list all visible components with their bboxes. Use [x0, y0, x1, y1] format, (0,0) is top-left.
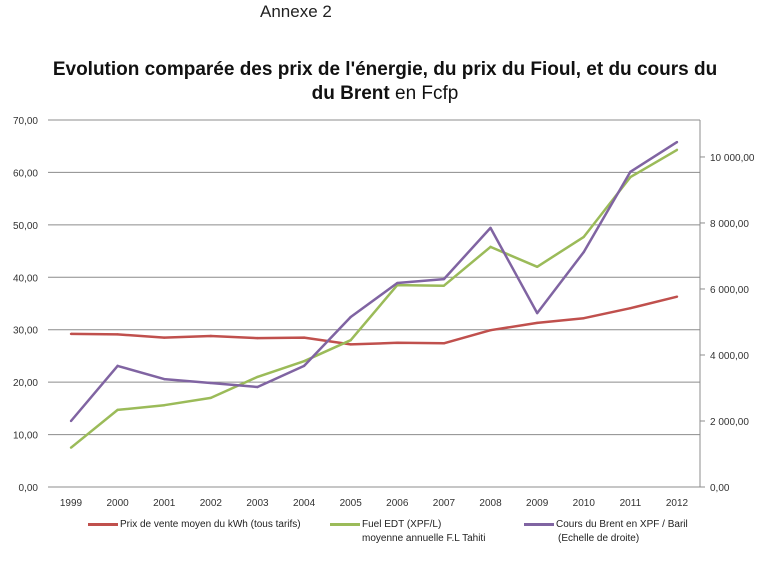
- data-point: [116, 408, 119, 412]
- x-tick-label: 2002: [200, 498, 223, 509]
- data-point: [116, 364, 119, 368]
- data-point: [302, 359, 306, 363]
- data-point: [675, 295, 679, 298]
- x-tick-label: 2001: [153, 498, 176, 509]
- y-right-tick-label: 4 000,00: [710, 351, 749, 362]
- y-left-tick-label: 70,00: [13, 116, 38, 127]
- legend-swatch: [88, 522, 118, 526]
- data-point: [442, 277, 446, 281]
- y-left-tick-label: 0,00: [19, 483, 39, 494]
- y-right-tick-label: 8 000,00: [710, 219, 749, 230]
- data-point: [396, 281, 399, 285]
- x-tick-label: 2006: [386, 498, 409, 509]
- data-point: [442, 342, 446, 345]
- data-point: [582, 235, 585, 239]
- legend-label: Fuel EDT (XPF/L): [362, 519, 442, 530]
- legend-label-sub: moyenne annuelle F.L Tahiti: [362, 533, 486, 544]
- legend-label-sub: (Echelle de droite): [558, 533, 640, 544]
- y-left-tick-label: 30,00: [13, 326, 38, 337]
- y-left-tick-label: 10,00: [13, 431, 38, 442]
- data-point: [535, 265, 539, 268]
- x-tick-label: 2008: [479, 498, 502, 509]
- data-point: [69, 332, 73, 336]
- data-point: [209, 334, 213, 338]
- data-point: [302, 364, 306, 368]
- data-point: [116, 333, 119, 336]
- x-tick-label: 2011: [620, 498, 642, 509]
- data-point: [489, 329, 492, 332]
- data-point: [349, 343, 352, 346]
- data-point: [629, 307, 632, 310]
- data-point: [69, 419, 73, 423]
- data-point: [582, 316, 585, 320]
- legend-item-kwh: Prix de vente moyen du kWh (tous tarifs): [88, 518, 301, 532]
- data-point: [256, 385, 259, 389]
- x-tick-label: 2007: [433, 498, 456, 509]
- y-right-tick-label: 2 000,00: [710, 417, 749, 428]
- y-right-tick-label: 0,00: [710, 483, 730, 494]
- data-point: [629, 175, 632, 179]
- annex-label: Annexe 2: [260, 2, 332, 21]
- title-main: Evolution comparée des prix de l'énergie…: [52, 59, 718, 80]
- data-point: [163, 404, 166, 407]
- title-bold-tail: du Brent: [311, 83, 390, 104]
- data-point: [69, 446, 73, 449]
- y-right-tick-label: 6 000,00: [710, 285, 749, 296]
- data-point: [256, 336, 259, 340]
- data-point: [209, 396, 213, 400]
- legend-item-fuel: Fuel EDT (XPF/L) moyenne annuelle F.L Ta…: [330, 518, 485, 546]
- y-left-tick-label: 50,00: [13, 221, 38, 232]
- x-tick-label: 2000: [106, 498, 129, 509]
- y-left-tick-label: 40,00: [13, 273, 38, 284]
- series-line-1: [70, 148, 678, 449]
- x-tick-label: 2012: [666, 498, 689, 509]
- title-suffix: en Fcfp: [395, 83, 459, 104]
- x-tick-label: 2004: [293, 498, 316, 509]
- data-point: [163, 377, 166, 381]
- legend-swatch: [524, 522, 554, 526]
- y-left-tick-label: 20,00: [13, 378, 38, 389]
- x-tick-label: 2010: [573, 498, 596, 509]
- legend-swatch: [330, 522, 360, 526]
- data-point: [349, 315, 352, 319]
- data-point: [489, 245, 492, 249]
- x-tick-label: 2003: [246, 498, 269, 509]
- data-point: [582, 250, 585, 254]
- data-point: [349, 339, 352, 342]
- data-point: [163, 336, 166, 339]
- x-tick-label: 2005: [340, 498, 363, 509]
- legend-label: Prix de vente moyen du kWh (tous tarifs): [120, 519, 301, 530]
- data-point: [256, 375, 259, 379]
- data-point: [209, 381, 213, 385]
- data-point: [535, 311, 539, 315]
- data-point: [442, 284, 446, 287]
- legend-item-brent: Cours du Brent en XPF / Baril (Echelle d…: [524, 518, 688, 546]
- data-point: [675, 140, 679, 144]
- data-point: [396, 341, 399, 345]
- y-left-tick-label: 60,00: [13, 168, 38, 179]
- data-point: [535, 321, 539, 325]
- data-point: [489, 226, 492, 230]
- y-right-tick-label: 10 000,00: [710, 153, 755, 164]
- series-line-0: [70, 295, 678, 346]
- legend-label: Cours du Brent en XPF / Baril: [556, 519, 688, 530]
- data-point: [629, 170, 632, 174]
- x-tick-label: 2009: [526, 498, 549, 509]
- chart-title: Evolution comparée des prix de l'énergie…: [40, 58, 730, 106]
- x-tick-label: 1999: [60, 498, 83, 509]
- data-point: [302, 336, 306, 339]
- series-line-2: [70, 141, 678, 422]
- data-point: [675, 148, 679, 152]
